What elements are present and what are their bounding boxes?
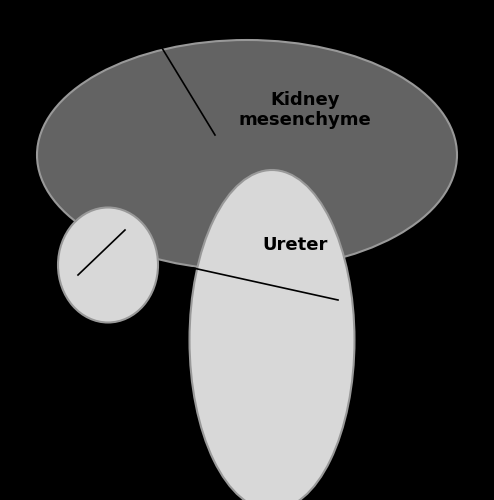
Text: Kidney
mesenchyme: Kidney mesenchyme	[239, 90, 371, 130]
Ellipse shape	[190, 170, 355, 500]
Text: Ureter: Ureter	[262, 236, 328, 254]
Ellipse shape	[58, 208, 158, 322]
Ellipse shape	[37, 40, 457, 270]
